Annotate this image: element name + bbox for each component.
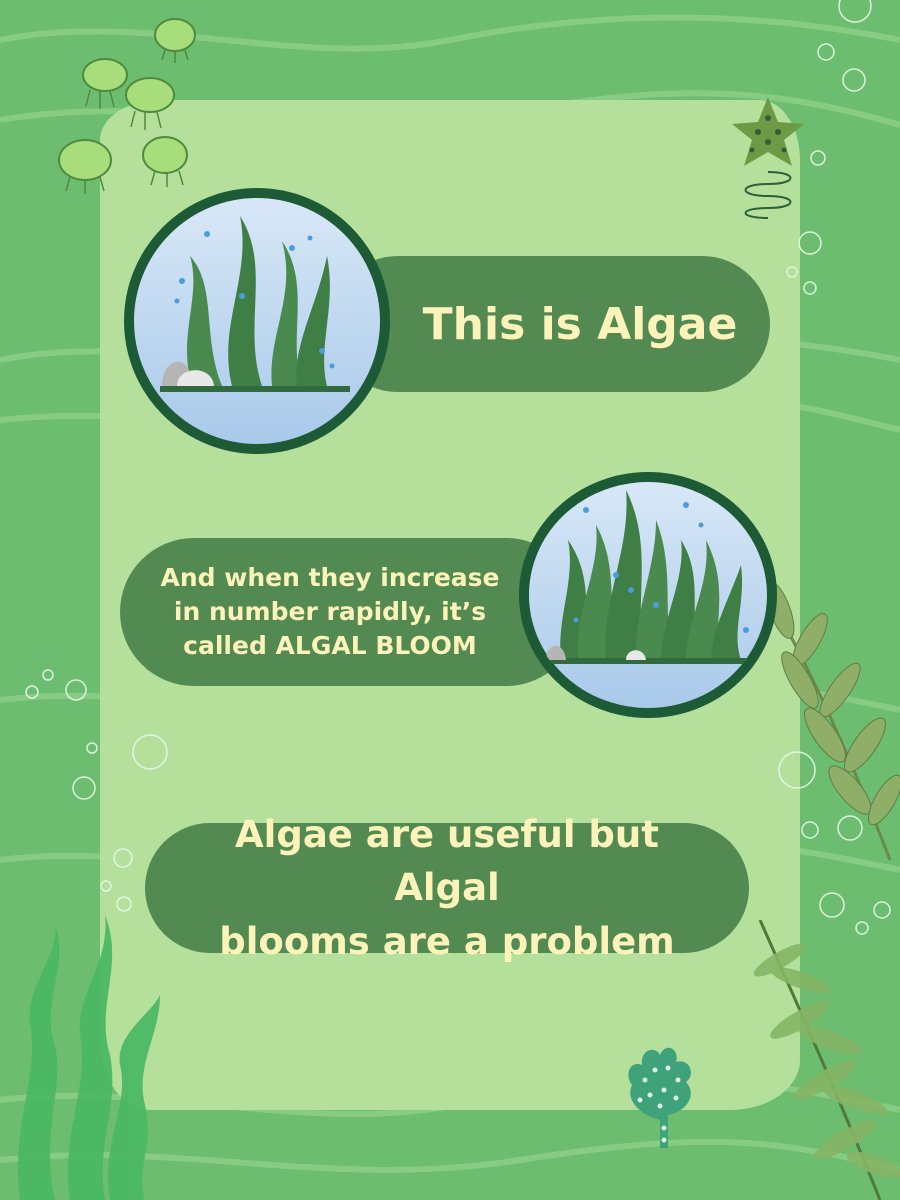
conclusion-pill: Algae are useful but Algal blooms are a … [145, 813, 749, 963]
starfish-icon [732, 97, 804, 219]
seaweed-icon [124, 188, 390, 454]
kelp-icon [17, 915, 160, 1200]
conclusion-line: Algae are useful but Algal [235, 812, 659, 910]
algae-heading-pill: This is Algae [330, 256, 770, 392]
bloom-text-line: called ALGAL BLOOM [183, 630, 477, 660]
algae-heading: This is Algae [422, 298, 738, 350]
kelp-icon [758, 579, 900, 861]
algal-bloom-icon [519, 472, 777, 718]
conclusion-line: blooms are a problem [219, 919, 675, 963]
coral-icon [628, 1047, 691, 1148]
jellyfish-icon [58, 18, 196, 194]
bloom-text-line: in number rapidly, it’s [173, 597, 487, 627]
fern-icon [753, 920, 900, 1200]
bloom-text-line: And when they increase [160, 563, 500, 593]
algal-bloom-pill: And when they increase in number rapidly… [120, 538, 580, 686]
